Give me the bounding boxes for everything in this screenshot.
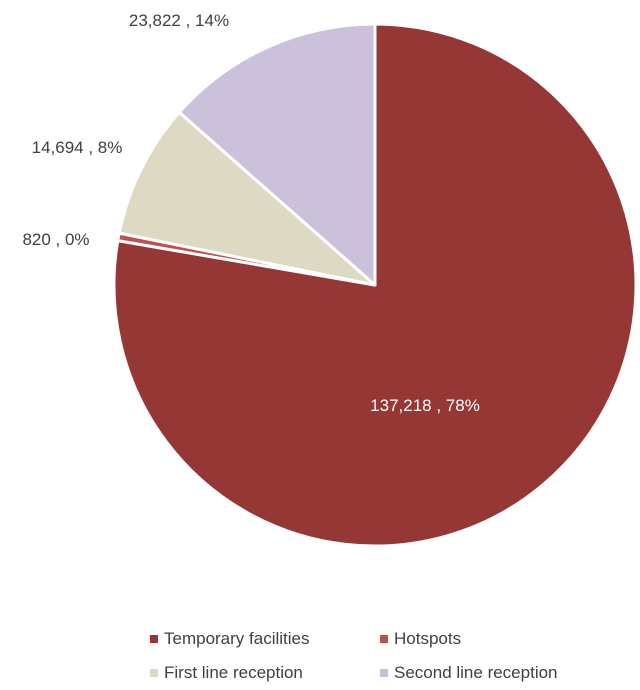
legend-label-hotspots: Hotspots: [394, 629, 462, 648]
data-label-temporary-facilities: 137,218 , 78%: [370, 396, 480, 415]
slice-labels: 137,218 , 78% 820 , 0% 14,694 , 8% 23,822 ,…: [22, 11, 479, 415]
legend-swatch-second-line-reception: [380, 669, 388, 677]
pie-slices: [112, 22, 638, 548]
pie-slice-first-line-reception: [117, 110, 377, 287]
legend-label-second-line-reception: Second line reception: [394, 663, 558, 682]
legend-item-temporary-facilities: Temporary facilities: [150, 629, 380, 649]
pie-slice-second-line-reception: [177, 22, 377, 287]
legend-item-hotspots: Hotspots: [380, 629, 461, 649]
legend-swatch-hotspots: [380, 635, 388, 643]
data-label-hotspots: 820 , 0%: [22, 230, 89, 249]
data-label-first-line-reception: 14,694 , 8%: [32, 138, 123, 157]
legend: Temporary facilities Hotspots First line…: [150, 622, 620, 690]
legend-row-1: Temporary facilities Hotspots: [150, 622, 620, 656]
data-label-second-line-reception: 23,822 , 14%: [129, 11, 229, 30]
legend-label-temporary-facilities: Temporary facilities: [164, 629, 310, 648]
legend-item-first-line-reception: First line reception: [150, 663, 380, 683]
legend-item-second-line-reception: Second line reception: [380, 663, 558, 683]
legend-label-first-line-reception: First line reception: [164, 663, 303, 682]
legend-swatch-temporary-facilities: [150, 635, 158, 643]
legend-row-2: First line reception Second line recepti…: [150, 656, 620, 690]
legend-swatch-first-line-reception: [150, 669, 158, 677]
